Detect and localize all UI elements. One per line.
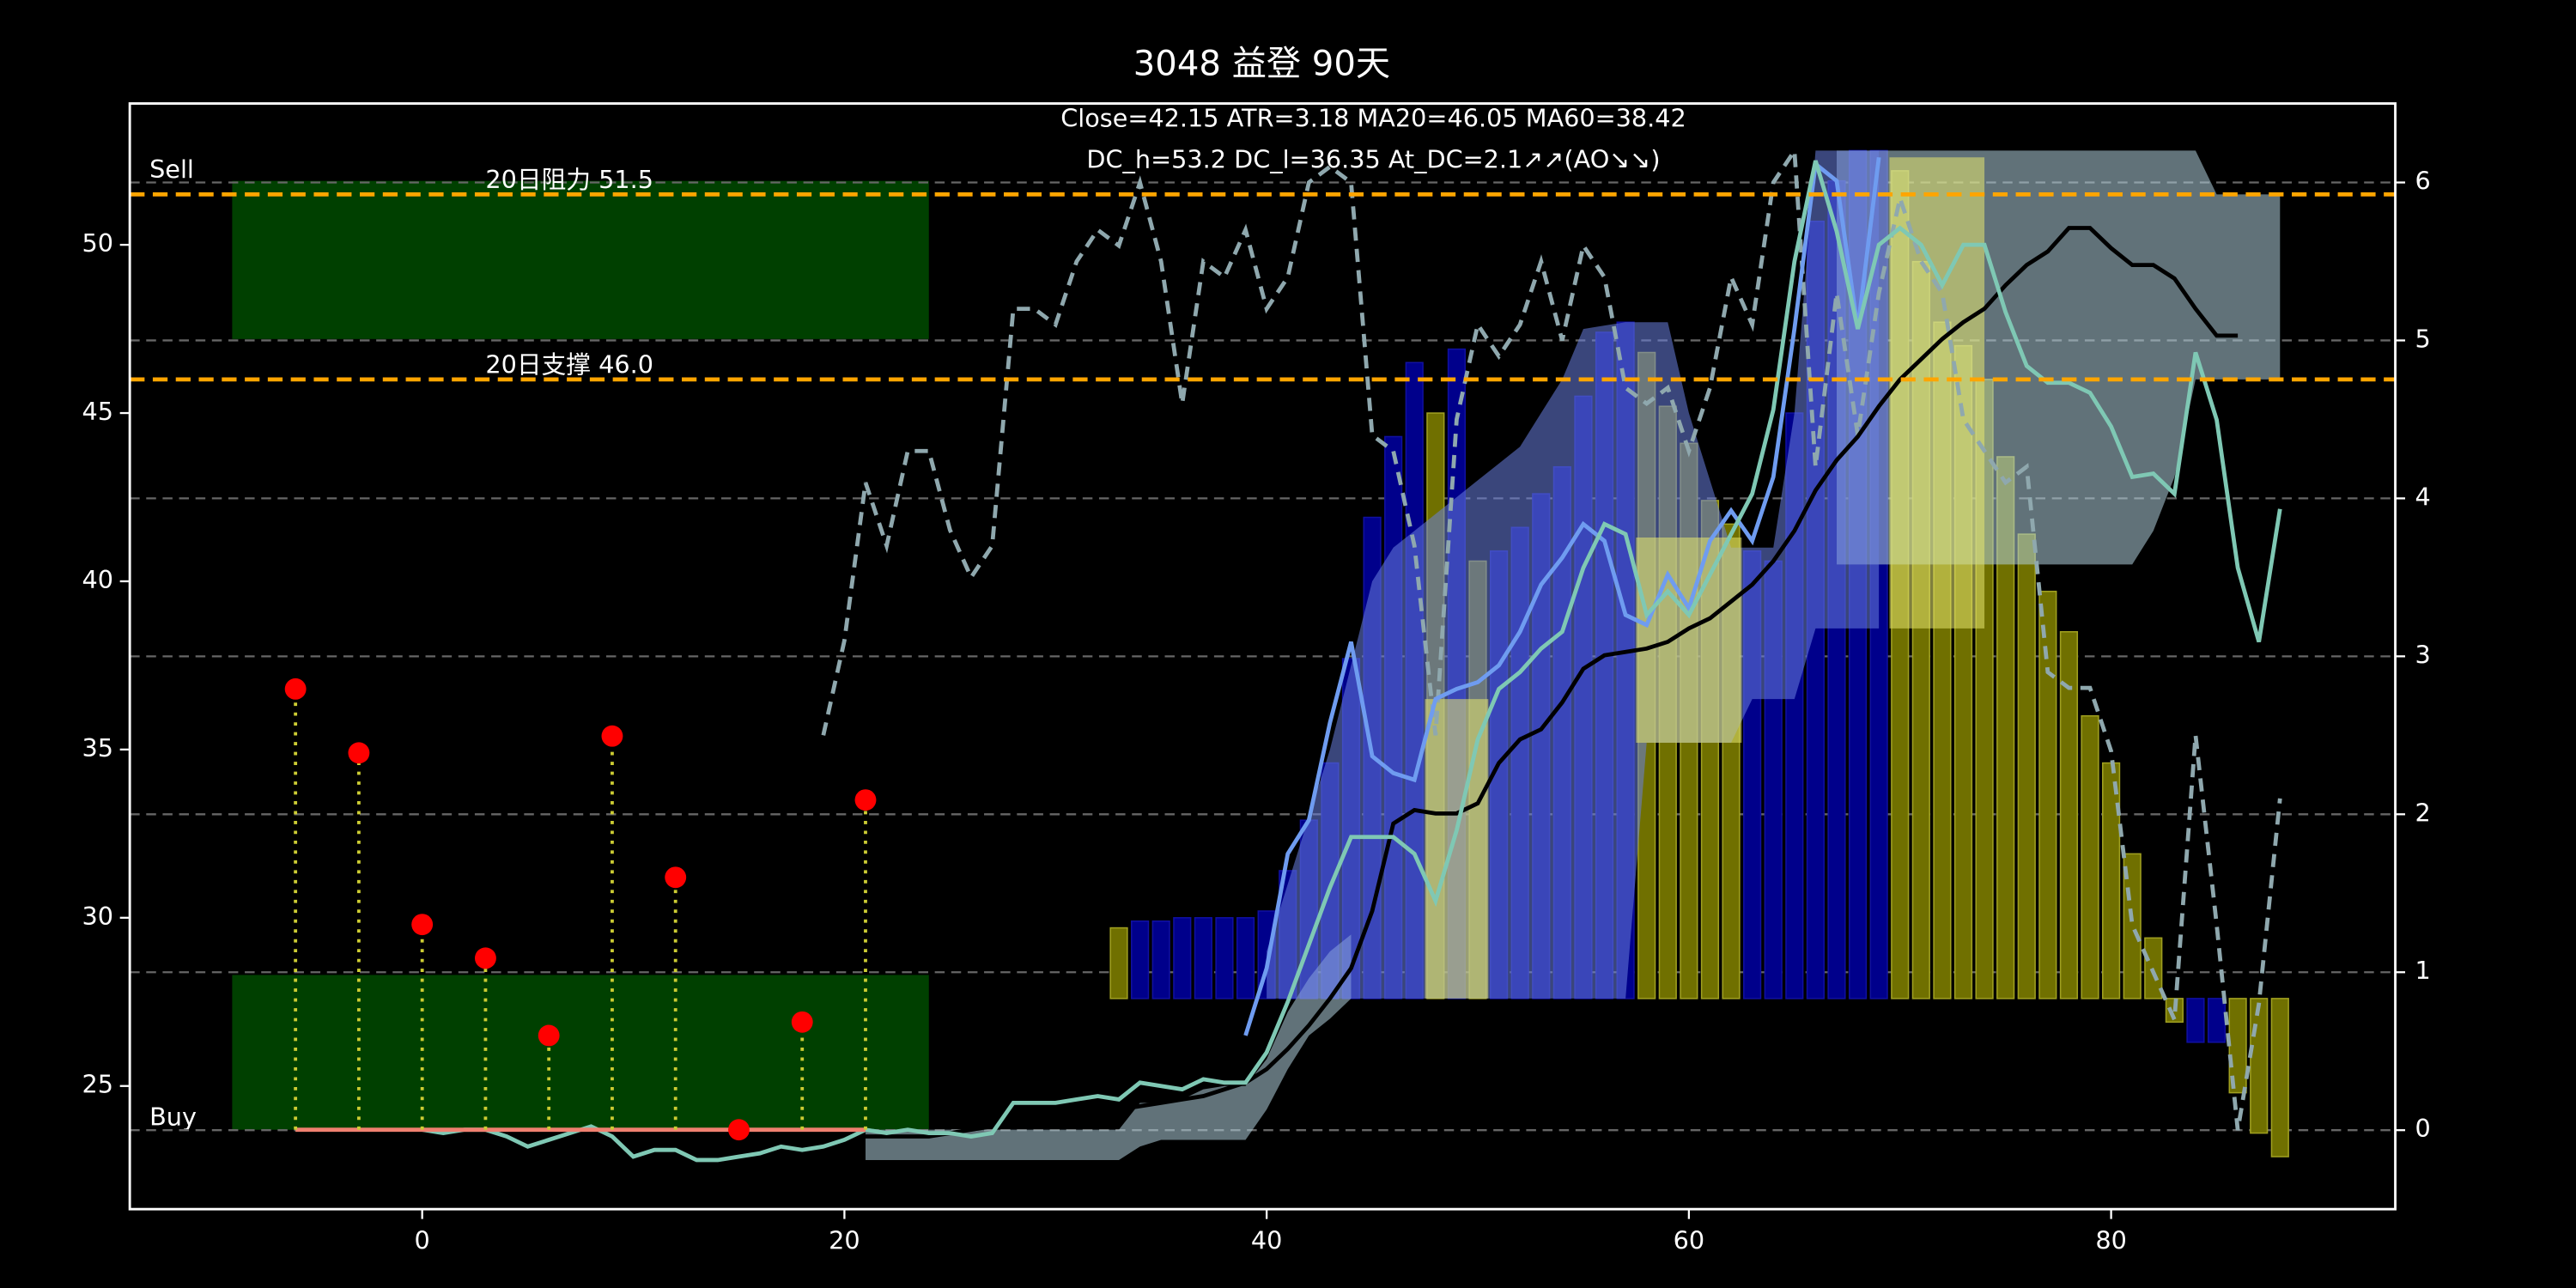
signal-dot — [474, 947, 496, 969]
x-tick-label: 60 — [1674, 1225, 1705, 1255]
y2-tick-label: 6 — [2415, 167, 2430, 196]
y2-tick-label: 4 — [2415, 482, 2430, 511]
x-tick-label: 0 — [415, 1225, 430, 1255]
annotation: DC_h=53.2 DC_l=36.35 At_DC=2.1↗↗(AO↘↘) — [1086, 144, 1660, 173]
bar — [2270, 998, 2289, 1157]
y2-tick-label: 0 — [2415, 1114, 2430, 1143]
signal-dot — [538, 1024, 560, 1047]
bar — [1151, 920, 1170, 999]
y2-tick-label: 5 — [2415, 324, 2430, 353]
bar — [1173, 917, 1192, 999]
x-tick-label: 20 — [829, 1225, 860, 1255]
line — [821, 144, 2282, 1131]
signal-dot — [665, 866, 687, 889]
band — [1889, 157, 1985, 629]
band — [1267, 150, 1880, 999]
bar — [1215, 917, 1234, 999]
bar — [2186, 998, 2205, 1043]
signal-dot — [348, 742, 370, 764]
bar — [1194, 917, 1212, 999]
y-tick-label: 45 — [82, 397, 113, 426]
signal-dot — [411, 914, 434, 936]
signal-dot — [854, 789, 877, 811]
bar — [2250, 998, 2269, 1134]
band — [1636, 538, 1742, 744]
y2-tick-label: 3 — [2415, 640, 2430, 669]
bar — [2017, 533, 2036, 999]
annotation: Close=42.15 ATR=3.18 MA20=46.05 MA60=38.… — [1060, 104, 1686, 133]
y-tick-label: 40 — [82, 565, 113, 594]
signal-dot — [284, 677, 307, 700]
zone — [232, 975, 929, 1130]
bar — [2102, 762, 2121, 999]
signal-dot — [791, 1011, 813, 1033]
level-label: 20日支撑 46.0 — [485, 350, 653, 380]
x-tick-label: 40 — [1251, 1225, 1283, 1255]
bar — [1109, 927, 1128, 999]
y-tick-label: 30 — [82, 902, 113, 931]
bar — [2059, 630, 2079, 999]
bar — [2207, 998, 2227, 1043]
x-tick-label: 80 — [2095, 1225, 2127, 1255]
band — [1425, 699, 1489, 999]
line — [422, 160, 2282, 1163]
bar — [1131, 920, 1150, 999]
y2-tick-label: 1 — [2415, 956, 2430, 985]
y-tick-label: 35 — [82, 733, 113, 762]
y-tick-label: 50 — [82, 228, 113, 258]
bar — [2081, 714, 2099, 999]
zone — [232, 180, 929, 339]
zone-label: Buy — [149, 1102, 197, 1131]
zone-label: Sell — [149, 155, 194, 184]
signal-dot — [601, 725, 623, 747]
bar — [2038, 590, 2057, 999]
y2-tick-label: 2 — [2415, 798, 2430, 827]
y-tick-label: 25 — [82, 1070, 113, 1099]
bar — [1236, 917, 1255, 999]
level-label: 20日阻力 51.5 — [485, 165, 653, 194]
line — [865, 226, 2239, 1139]
chart-title: 3048 益登 90天 — [1133, 45, 1390, 84]
band — [865, 934, 1352, 1160]
line — [1243, 156, 1881, 1036]
signal-dot — [728, 1119, 750, 1141]
